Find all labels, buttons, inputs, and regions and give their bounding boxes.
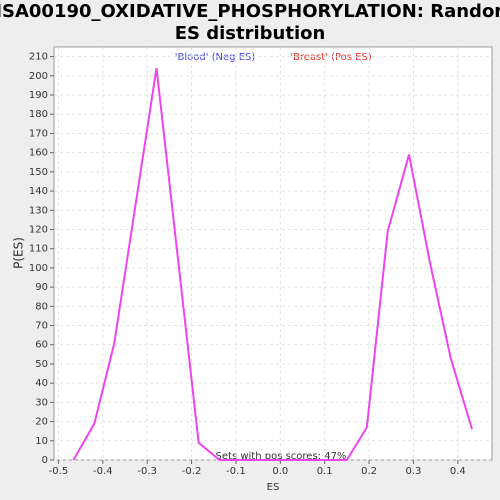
y-tick-label: 200 bbox=[29, 71, 48, 82]
y-tick-label: 0 bbox=[42, 455, 48, 466]
y-tick-label: 20 bbox=[35, 417, 48, 428]
y-tick-label: 110 bbox=[29, 244, 48, 255]
x-tick-label: 0.2 bbox=[361, 466, 377, 477]
y-tick-label: 120 bbox=[29, 224, 48, 235]
y-tick-label: 160 bbox=[29, 148, 48, 159]
y-tick-label: 210 bbox=[29, 52, 48, 63]
y-tick-label: 190 bbox=[29, 90, 48, 101]
chart-title: HSA00190_OXIDATIVE_PHOSPHORYLATION: Rand… bbox=[0, 1, 500, 44]
y-tick-label: 140 bbox=[29, 186, 48, 197]
y-tick-label: 90 bbox=[35, 282, 48, 293]
y-tick-label: 100 bbox=[29, 263, 48, 274]
y-tick-label: 30 bbox=[35, 397, 48, 408]
y-tick-label: 80 bbox=[35, 301, 48, 312]
x-tick-label: -0.4 bbox=[93, 466, 113, 477]
y-tick-label: 180 bbox=[29, 109, 48, 120]
y-axis-label: P(ES) bbox=[12, 237, 26, 269]
x-tick-label: 0.4 bbox=[450, 466, 466, 477]
y-tick-label: 40 bbox=[35, 378, 48, 389]
x-tick-label: -0.1 bbox=[226, 466, 246, 477]
x-tick-label: 0.0 bbox=[272, 466, 288, 477]
x-tick-label: -0.5 bbox=[49, 466, 69, 477]
legend-entry: 'Breast' (Pos ES) bbox=[290, 52, 372, 63]
x-axis-label: ES bbox=[267, 482, 280, 493]
annotation: Sets with pos scores: 47% bbox=[216, 451, 347, 462]
y-tick-label: 60 bbox=[35, 340, 48, 351]
x-tick-label: 0.1 bbox=[317, 466, 333, 477]
x-tick-label: -0.2 bbox=[182, 466, 202, 477]
y-tick-label: 70 bbox=[35, 321, 48, 332]
legend-entry: 'Blood' (Neg ES) bbox=[175, 52, 256, 63]
plot-area bbox=[53, 46, 493, 461]
y-tick-label: 50 bbox=[35, 359, 48, 370]
y-tick-label: 130 bbox=[29, 205, 48, 216]
y-tick-label: 150 bbox=[29, 167, 48, 178]
x-tick-label: 0.3 bbox=[405, 466, 421, 477]
y-tick-label: 170 bbox=[29, 128, 48, 139]
x-tick-label: -0.3 bbox=[137, 466, 157, 477]
y-tick-label: 10 bbox=[35, 436, 48, 447]
data-line bbox=[72, 67, 473, 461]
